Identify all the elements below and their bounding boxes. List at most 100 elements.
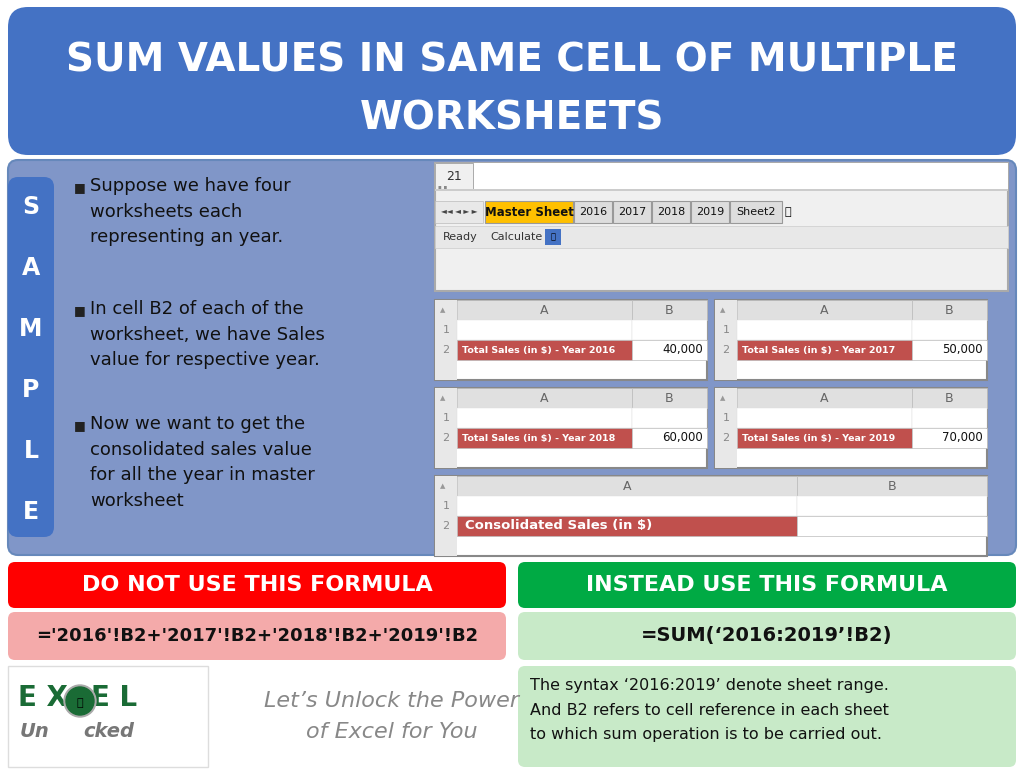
Text: Sheet2: Sheet2 [736, 207, 776, 217]
Bar [435, 226, 1008, 248]
Bar [613, 201, 651, 223]
Text: E: E [23, 500, 39, 524]
Text: ▲: ▲ [440, 395, 445, 401]
Bar [737, 408, 912, 428]
Text: Un: Un [20, 722, 50, 741]
Bar [632, 408, 707, 428]
Text: Total Sales (in $) - Year 2019: Total Sales (in $) - Year 2019 [742, 434, 895, 442]
Bar [737, 388, 912, 408]
Text: M: M [19, 317, 43, 341]
Bar [632, 388, 707, 408]
Bar [435, 300, 457, 380]
Bar [691, 201, 729, 223]
Bar [8, 666, 208, 767]
Text: ▲: ▲ [720, 307, 725, 313]
Bar [435, 388, 457, 468]
Bar [912, 320, 987, 340]
Bar [435, 201, 483, 223]
Text: 21: 21 [446, 169, 462, 182]
Text: 2: 2 [723, 345, 729, 355]
Text: 1: 1 [442, 501, 450, 511]
Text: 2017: 2017 [617, 207, 646, 217]
Bar [715, 388, 737, 468]
Bar [485, 201, 573, 223]
Text: A: A [22, 256, 40, 280]
Text: 40,000: 40,000 [663, 343, 703, 356]
Text: P: P [23, 378, 40, 402]
Text: ='2016'!B2+'2017'!B2+'2018'!B2+'2019'!B2: ='2016'!B2+'2017'!B2+'2018'!B2+'2019'!B2 [36, 627, 478, 645]
Bar [457, 496, 797, 516]
Bar [715, 300, 737, 380]
Text: ■: ■ [74, 181, 86, 194]
Text: B: B [666, 304, 674, 316]
Text: ▲: ▲ [440, 483, 445, 489]
Text: A: A [541, 304, 549, 316]
Bar [737, 300, 912, 320]
Text: 1: 1 [442, 413, 450, 423]
Text: Total Sales (in $) - Year 2016: Total Sales (in $) - Year 2016 [462, 346, 615, 355]
Bar [457, 388, 632, 408]
Text: 70,000: 70,000 [942, 431, 983, 444]
Text: E X: E X [18, 684, 68, 712]
FancyBboxPatch shape [8, 612, 506, 660]
Text: ◄◄ ◄ ► ►: ◄◄ ◄ ► ► [440, 207, 477, 216]
Bar [912, 340, 987, 360]
Bar [632, 300, 707, 320]
Bar [797, 476, 987, 496]
FancyBboxPatch shape [8, 7, 1016, 155]
Text: E L: E L [91, 684, 137, 712]
Text: B: B [945, 391, 953, 404]
Text: Master Sheet: Master Sheet [484, 206, 573, 219]
Text: 🔑: 🔑 [77, 698, 83, 708]
Bar [457, 408, 632, 428]
Text: 2: 2 [442, 345, 450, 355]
Text: Calculate: Calculate [490, 232, 543, 242]
Text: In cell B2 of each of the
worksheet, we have Sales
value for respective year.: In cell B2 of each of the worksheet, we … [90, 300, 325, 369]
FancyBboxPatch shape [8, 177, 54, 537]
Text: 🔔: 🔔 [784, 207, 792, 217]
Bar [737, 340, 912, 360]
Text: 2018: 2018 [656, 207, 685, 217]
Text: B: B [888, 479, 896, 492]
Text: 2: 2 [442, 433, 450, 443]
Bar [435, 189, 1008, 191]
Bar [457, 428, 632, 448]
Text: A: A [820, 391, 828, 404]
Bar [435, 163, 1008, 189]
Bar [457, 340, 632, 360]
Text: A: A [541, 391, 549, 404]
Text: SUM VALUES IN SAME CELL OF MULTIPLE: SUM VALUES IN SAME CELL OF MULTIPLE [67, 41, 957, 79]
Bar [632, 428, 707, 448]
Text: ■: ■ [74, 304, 86, 317]
Text: DO NOT USE THIS FORMULA: DO NOT USE THIS FORMULA [82, 575, 432, 595]
Text: ▲: ▲ [440, 307, 445, 313]
Bar [912, 428, 987, 448]
Text: ▲: ▲ [720, 395, 725, 401]
Bar [435, 388, 707, 468]
FancyBboxPatch shape [518, 562, 1016, 608]
Bar [730, 201, 782, 223]
Text: 2016: 2016 [579, 207, 607, 217]
Text: B: B [666, 391, 674, 404]
Bar [632, 340, 707, 360]
Bar [912, 300, 987, 320]
Text: Suppose we have four
worksheets each
representing an year.: Suppose we have four worksheets each rep… [90, 177, 291, 247]
Bar [737, 320, 912, 340]
Bar [457, 300, 632, 320]
Bar [435, 163, 1008, 291]
Text: A: A [820, 304, 828, 316]
Text: Ready: Ready [443, 232, 478, 242]
Text: cked: cked [83, 722, 134, 741]
Text: 50,000: 50,000 [942, 343, 983, 356]
Text: Now we want to get the
consolidated sales value
for all the year in master
works: Now we want to get the consolidated sale… [90, 415, 314, 510]
Bar [435, 476, 987, 556]
Bar [797, 496, 987, 516]
Text: Total Sales (in $) - Year 2018: Total Sales (in $) - Year 2018 [462, 434, 615, 442]
FancyBboxPatch shape [8, 562, 506, 608]
FancyBboxPatch shape [518, 666, 1016, 767]
Text: Let’s Unlock the Power
of Excel for You: Let’s Unlock the Power of Excel for You [264, 691, 519, 742]
Ellipse shape [63, 685, 96, 717]
Bar [457, 320, 632, 340]
Text: 1: 1 [723, 325, 729, 335]
Text: The syntax ‘2016:2019’ denote sheet range.
And B2 refers to cell reference in ea: The syntax ‘2016:2019’ denote sheet rang… [530, 678, 889, 742]
